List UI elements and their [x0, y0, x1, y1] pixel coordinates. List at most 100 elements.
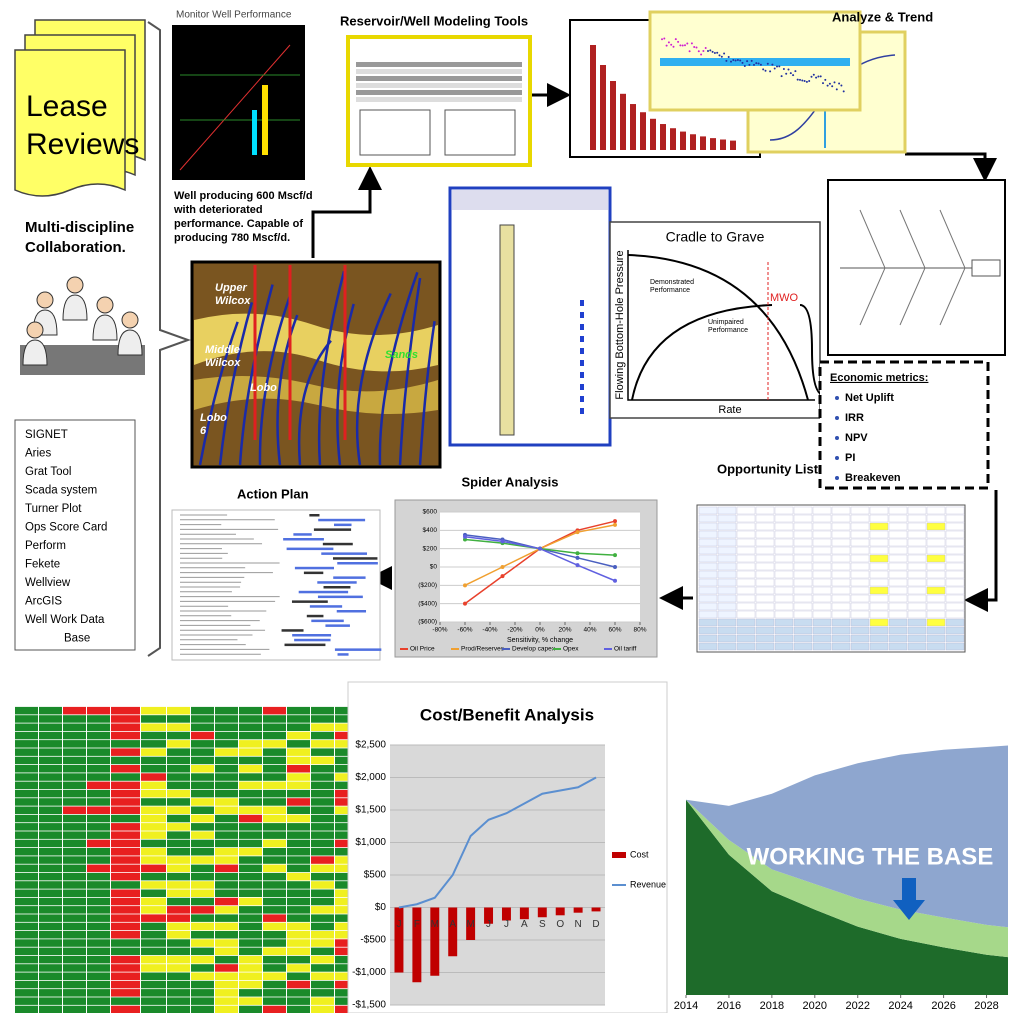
heat-cell — [287, 848, 310, 856]
x-tick-label: O — [556, 919, 564, 930]
gantt-bar — [293, 533, 312, 536]
heat-cell — [239, 798, 262, 806]
heat-cell — [87, 872, 110, 881]
table-cell — [812, 522, 832, 531]
heat-cell — [239, 906, 262, 914]
table-cell — [717, 570, 737, 579]
heat-cell — [335, 889, 358, 897]
heat-cell — [239, 881, 262, 889]
fault-line — [198, 321, 239, 466]
heat-cell — [311, 997, 334, 1005]
cradle-panel — [609, 221, 821, 419]
table-cell — [945, 530, 965, 539]
bullet: Breakeven — [845, 472, 901, 484]
table-cell — [755, 626, 775, 635]
heat-cell — [111, 872, 140, 881]
heat-cell — [39, 690, 62, 698]
heat-cell — [239, 980, 262, 989]
heat-cell — [111, 740, 140, 748]
heat-cell — [87, 814, 110, 823]
heat-cell — [287, 839, 310, 848]
table-cell — [736, 626, 756, 635]
heat-cell — [239, 723, 262, 731]
table-cell — [945, 538, 965, 547]
heat-cell — [87, 980, 110, 989]
table-cell — [869, 594, 889, 603]
heat-cell — [87, 939, 110, 947]
table-cell — [812, 642, 832, 651]
fishbone-rib — [939, 209, 966, 326]
table-cell — [793, 546, 813, 555]
gantt-bar — [309, 605, 343, 608]
table-cell — [812, 530, 832, 539]
point — [613, 519, 617, 524]
curve-label: Unimpaired — [708, 319, 744, 326]
y-tick-label: ($400) — [418, 600, 437, 607]
heat-cell — [39, 906, 62, 914]
heat-cell — [191, 781, 214, 790]
heat-cell — [215, 698, 238, 707]
table-cell — [755, 546, 775, 555]
heat-cell — [15, 798, 38, 806]
scatter-dot — [833, 81, 836, 84]
heat-cell — [111, 798, 140, 806]
heat-cell — [141, 939, 166, 947]
table-cell — [926, 594, 946, 603]
heat-cell — [287, 789, 310, 798]
heat-cell — [111, 864, 140, 873]
heat-cell — [111, 682, 140, 690]
table-cell — [850, 618, 870, 627]
x-tick-label: 2018 — [760, 1000, 784, 1012]
heat-cell — [87, 740, 110, 748]
formation-label: Upper — [215, 282, 248, 294]
heat-cell — [39, 814, 62, 823]
bar — [501, 907, 511, 921]
table-cell — [698, 642, 718, 651]
heat-cell — [335, 731, 358, 740]
heat-cell — [191, 872, 214, 881]
heat-cell — [15, 872, 38, 881]
cradle-brace — [799, 304, 825, 396]
heat-cell — [111, 914, 140, 922]
heat-cell — [63, 972, 86, 980]
table-cell — [717, 522, 737, 531]
heat-cell — [167, 798, 190, 806]
document-page — [14, 49, 126, 197]
area — [686, 799, 1008, 958]
table-cell — [736, 522, 756, 531]
heat-cell — [191, 706, 214, 715]
table-cell — [926, 530, 946, 539]
tool-item: Base — [64, 633, 90, 645]
heat-cell — [335, 698, 358, 707]
arrow — [964, 490, 998, 612]
heat-cell — [39, 931, 62, 939]
heat-cell — [39, 765, 62, 773]
table-cell — [869, 554, 889, 563]
table-cell — [945, 522, 965, 531]
heat-cell — [335, 789, 358, 798]
casing — [499, 224, 515, 436]
table-cell — [945, 586, 965, 595]
heat-cell — [215, 814, 238, 823]
table-cell — [945, 594, 965, 603]
fault-line — [297, 339, 332, 466]
table-cell — [717, 626, 737, 635]
heat-cell — [167, 848, 190, 856]
person-head — [96, 296, 114, 314]
table-cell — [869, 562, 889, 571]
heat-cell — [239, 823, 262, 831]
table-cell — [755, 570, 775, 579]
heat-cell — [15, 731, 38, 740]
pareto-bar — [610, 81, 616, 150]
heat-cell — [191, 897, 214, 906]
table-cell — [774, 586, 794, 595]
heat-cell — [311, 798, 334, 806]
heat-cell — [111, 773, 140, 781]
heat-cell — [39, 698, 62, 707]
heat-cell — [239, 814, 262, 823]
heat-cell — [141, 706, 166, 715]
heat-cell — [141, 947, 166, 956]
heat-cell — [63, 814, 86, 823]
opportunity-title: Opportunity List — [717, 461, 819, 476]
bullet: NPV — [845, 432, 868, 444]
